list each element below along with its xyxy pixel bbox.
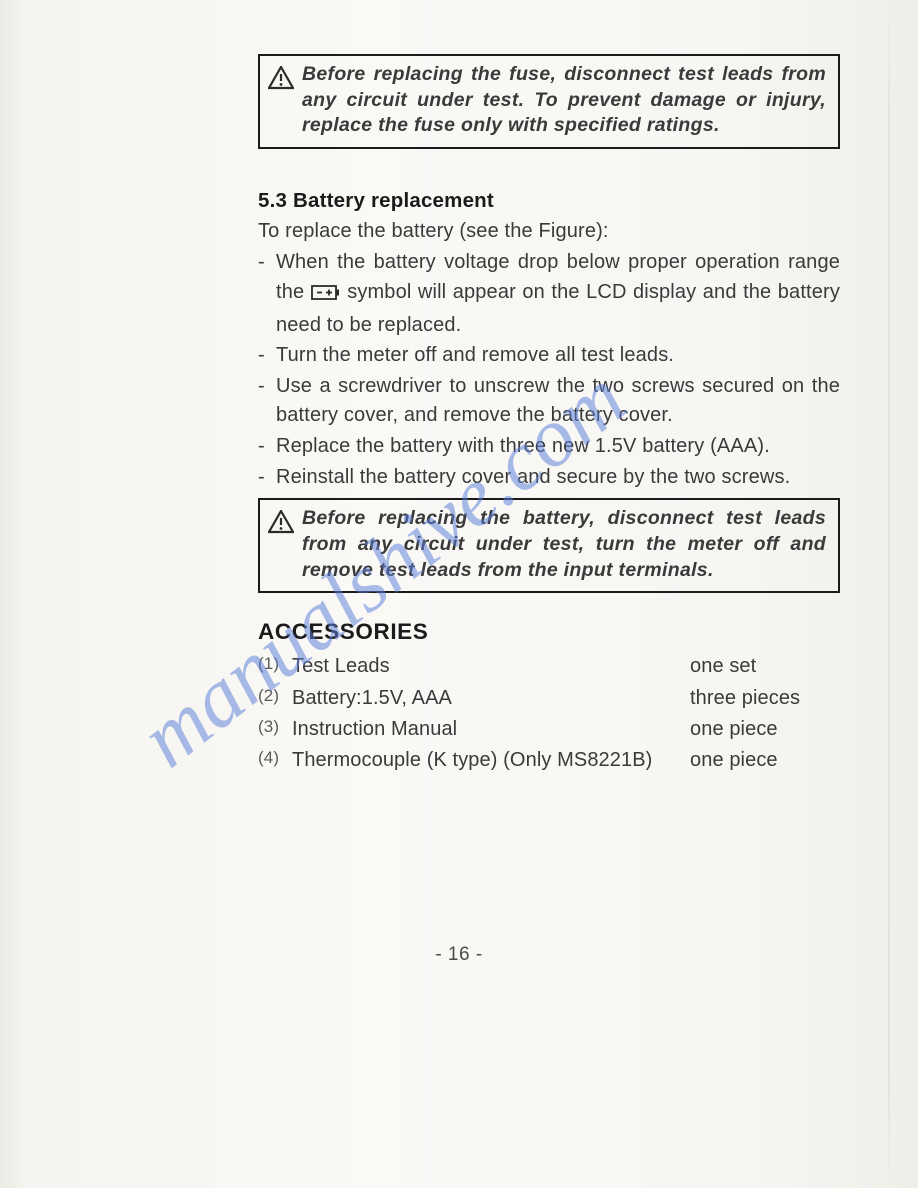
accessories-table: (1) Test Leads one set (2) Battery:1.5V,… [258, 651, 840, 776]
list-item-text-post: symbol will appear on the LCD display an… [276, 281, 840, 336]
accessory-qty: one piece [690, 714, 840, 745]
accessory-qty: three pieces [690, 683, 840, 714]
list-item-text: When the battery voltage drop below prop… [276, 248, 840, 340]
accessory-num: (2) [258, 683, 292, 714]
bullet: - [258, 248, 276, 340]
battery-icon [311, 281, 341, 311]
list-item: - When the battery voltage drop below pr… [258, 248, 840, 340]
section-number: 5.3 [258, 189, 287, 212]
accessory-name: Battery:1.5V, AAA [292, 683, 690, 714]
accessory-row: (1) Test Leads one set [258, 651, 840, 682]
warning-triangle-icon [268, 510, 294, 542]
accessory-row: (2) Battery:1.5V, AAA three pieces [258, 683, 840, 714]
page-content: Before replacing the fuse, disconnect te… [258, 54, 840, 776]
accessory-qty: one piece [690, 745, 840, 776]
warning-text-battery: Before replacing the battery, disconnect… [302, 506, 826, 583]
accessory-num: (3) [258, 714, 292, 745]
accessory-name: Instruction Manual [292, 714, 690, 745]
procedure-list: - When the battery voltage drop below pr… [258, 248, 840, 492]
bullet: - [258, 341, 276, 371]
warning-triangle-icon [268, 66, 294, 98]
warning-box-battery: Before replacing the battery, disconnect… [258, 498, 840, 593]
warning-box-fuse: Before replacing the fuse, disconnect te… [258, 54, 840, 149]
list-item: - Reinstall the battery cover and secure… [258, 463, 840, 493]
list-item: - Replace the battery with three new 1.5… [258, 432, 840, 462]
accessories-heading: ACCESSORIES [258, 619, 840, 645]
list-item-text: Turn the meter off and remove all test l… [276, 341, 840, 371]
document-page: Before replacing the fuse, disconnect te… [0, 0, 918, 1188]
page-number: - 16 - [0, 944, 918, 966]
accessory-name: Test Leads [292, 651, 690, 682]
section-heading: 5.3 Battery replacement [258, 189, 840, 213]
list-item-text: Use a screwdriver to unscrew the two scr… [276, 372, 840, 431]
list-item-text: Replace the battery with three new 1.5V … [276, 432, 840, 462]
page-fold-line [888, 0, 890, 1188]
bullet: - [258, 463, 276, 493]
bullet: - [258, 372, 276, 431]
accessory-num: (1) [258, 651, 292, 682]
accessory-row: (4) Thermocouple (K type) (Only MS8221B)… [258, 745, 840, 776]
accessory-row: (3) Instruction Manual one piece [258, 714, 840, 745]
accessory-num: (4) [258, 745, 292, 776]
list-item: - Turn the meter off and remove all test… [258, 341, 840, 371]
section-intro: To replace the battery (see the Figure): [258, 217, 840, 246]
accessory-qty: one set [690, 651, 840, 682]
section-title: Battery replacement [293, 189, 494, 212]
list-item-text: Reinstall the battery cover and secure b… [276, 463, 840, 493]
warning-text-fuse: Before replacing the fuse, disconnect te… [302, 62, 826, 139]
bullet: - [258, 432, 276, 462]
accessory-name: Thermocouple (K type) (Only MS8221B) [292, 745, 690, 776]
list-item: - Use a screwdriver to unscrew the two s… [258, 372, 840, 431]
